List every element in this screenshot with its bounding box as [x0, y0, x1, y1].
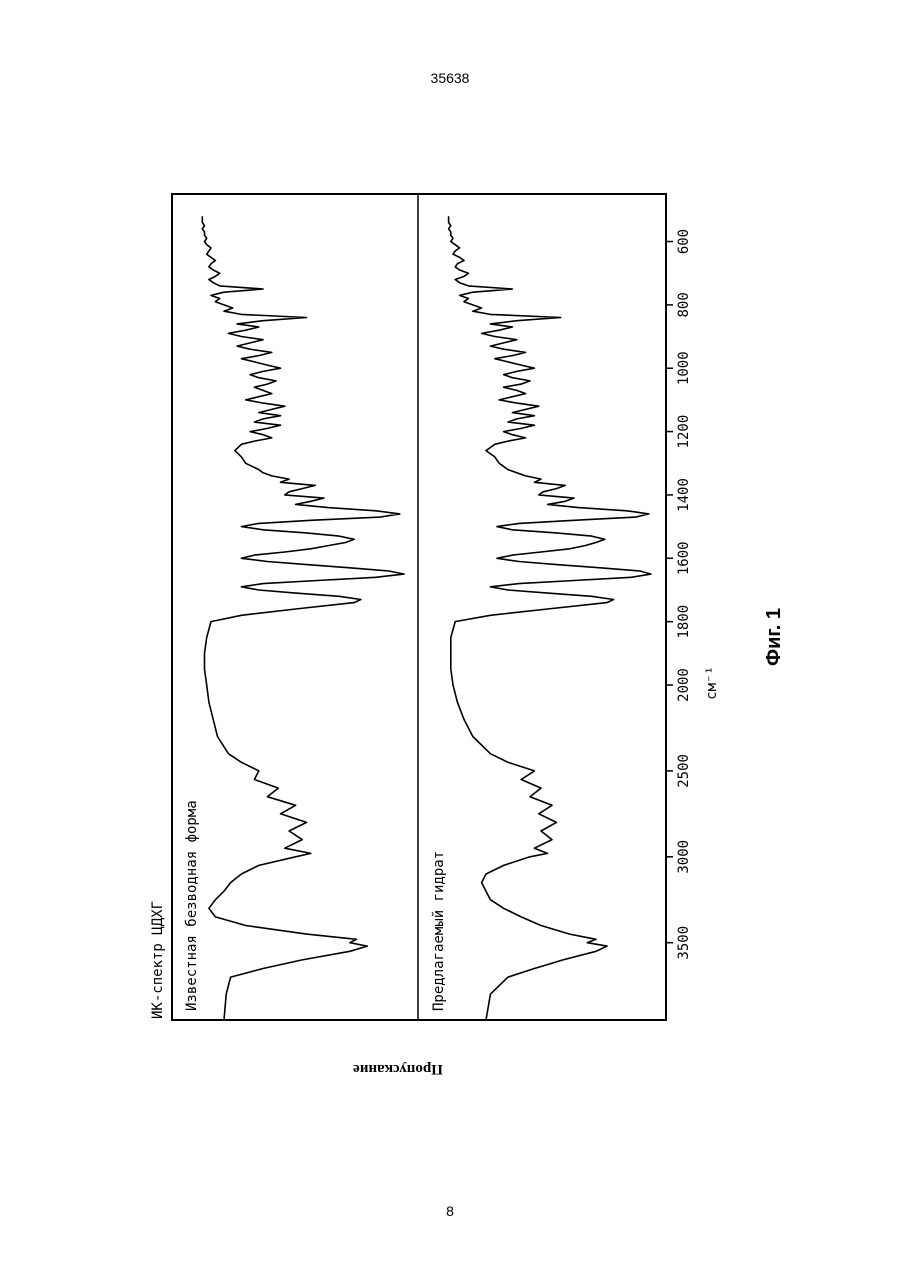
x-tick-label: 600 — [676, 229, 692, 254]
panel-label-hydrate: Предлагаемый гидрат — [431, 851, 447, 1011]
spectrum-curves — [202, 216, 651, 1020]
y-axis-label: Пропускание — [353, 1061, 443, 1077]
figure-caption: Фиг. 1 — [763, 608, 785, 666]
x-tick-label: 3500 — [676, 926, 692, 960]
x-tick-label: 1400 — [676, 478, 692, 512]
chart-title: ИК-спектр ЦДХГ — [150, 901, 166, 1019]
spectrum-line-hydrate — [449, 216, 651, 1020]
x-axis-label: см⁻¹ — [704, 666, 720, 700]
page-number: 8 — [0, 1203, 900, 1219]
plot-frame — [172, 194, 666, 1020]
x-tick-label: 1000 — [676, 351, 692, 385]
x-tick-label: 800 — [676, 292, 692, 317]
x-tick-label: 3000 — [676, 840, 692, 874]
x-axis-ticks: 3500 3000 2500 2000 1800 1600 1400 1200 1000 800 6… — [666, 229, 692, 960]
panel-label-anhydrous: Известная безводная форма — [184, 800, 200, 1011]
spectrum-line-anhydrous — [202, 216, 404, 1020]
x-tick-label: 2500 — [676, 754, 692, 788]
x-tick-label: 1200 — [676, 415, 692, 449]
x-tick-label: 1800 — [676, 605, 692, 639]
x-tick-label: 1600 — [676, 541, 692, 575]
x-tick-label: 2000 — [676, 668, 692, 702]
